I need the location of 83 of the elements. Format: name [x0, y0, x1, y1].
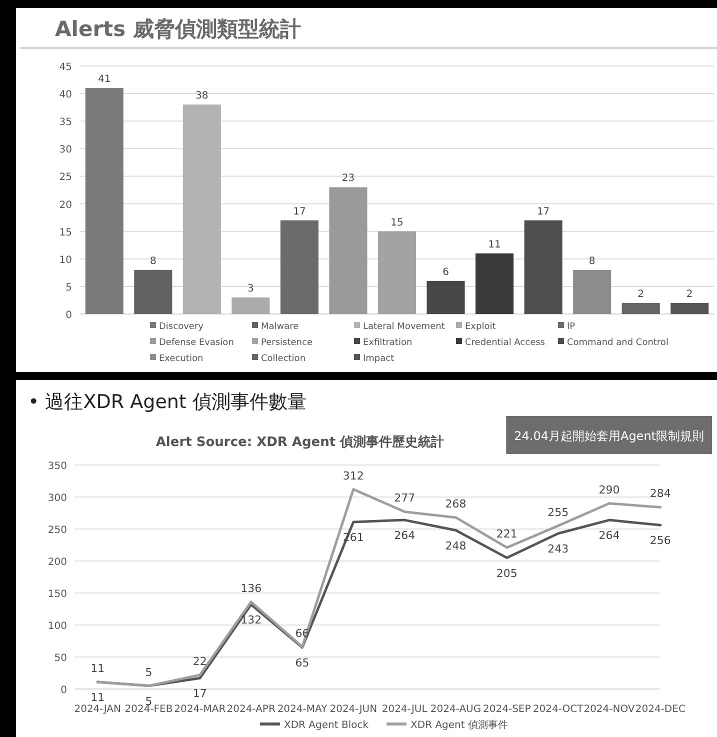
data-label: 264 — [394, 529, 416, 542]
y-tick-label: 40 — [59, 90, 72, 101]
legend-label: Lateral Movement — [363, 322, 446, 332]
data-label: 132 — [240, 614, 262, 627]
data-label: 11 — [90, 690, 105, 704]
legend-label: Malware — [261, 322, 300, 332]
chart-title: Alert Source: XDR Agent 偵測事件歷史統計 — [156, 434, 444, 450]
data-label: 23 — [342, 173, 355, 184]
x-tick-label: 2024-FEB — [124, 704, 173, 715]
data-label: 243 — [548, 542, 569, 556]
data-label: 3 — [248, 283, 254, 294]
x-tick-label: 2024-APR — [226, 704, 276, 715]
data-label: 290 — [598, 483, 620, 496]
x-tick-label: 2024-AUG — [430, 704, 482, 715]
y-tick-label: 100 — [48, 621, 67, 632]
data-label: 277 — [394, 492, 416, 505]
data-label: 264 — [598, 529, 620, 542]
data-label: 248 — [445, 539, 466, 552]
data-label: 256 — [650, 534, 671, 548]
data-label: 6 — [442, 266, 449, 278]
data-label: 268 — [445, 497, 466, 510]
data-label: 22 — [192, 654, 207, 668]
chart-title: Alerts 威脅偵測類型統計 — [55, 17, 301, 41]
data-label: 2 — [686, 288, 693, 300]
data-label: 312 — [342, 469, 364, 482]
y-tick-label: 45 — [59, 62, 72, 73]
x-tick-label: 2024-JUL — [382, 704, 428, 715]
y-tick-label: 25 — [59, 172, 72, 184]
data-label: 284 — [650, 487, 671, 500]
y-tick-label: 5 — [66, 282, 72, 294]
y-tick-label: 150 — [48, 589, 67, 600]
legend-label: Exploit — [465, 322, 496, 332]
text: 24.04月起開始套用Agent限制規則 — [514, 429, 704, 443]
legend-label: Persistence — [261, 338, 313, 348]
legend-label: XDR Agent Block — [284, 720, 369, 731]
data-label: 2 — [638, 288, 644, 300]
y-tick-label: 20 — [59, 200, 72, 211]
y-tick-label: 35 — [59, 117, 72, 128]
data-label: 17 — [192, 687, 207, 700]
legend-label: Command and Control — [567, 338, 668, 348]
legend-label: Execution — [159, 354, 204, 364]
y-tick-label: 0 — [60, 685, 67, 696]
y-tick-label: 15 — [59, 227, 72, 238]
data-label: 17 — [293, 206, 306, 218]
data-label: 255 — [548, 506, 569, 519]
legend-label: Credential Access — [465, 338, 546, 348]
x-tick-label: 2024-DEC — [635, 704, 686, 715]
legend-label: XDR Agent 偵測事件 — [410, 719, 508, 731]
legend-label: Impact — [363, 354, 395, 364]
y-tick-label: 250 — [48, 525, 67, 536]
legend-label: Discovery — [159, 322, 204, 332]
data-label: 15 — [390, 217, 404, 228]
y-tick-label: 50 — [54, 653, 67, 664]
x-tick-label: 2024-NOV — [584, 704, 635, 715]
legend-label: Exfiltration — [363, 338, 412, 348]
x-tick-label: 2024-SEP — [483, 704, 531, 715]
x-tick-label: 2024-MAR — [174, 704, 226, 715]
y-tick-label: 0 — [66, 310, 72, 321]
legend-label: Collection — [261, 354, 306, 364]
data-label: 65 — [295, 656, 310, 670]
y-tick-label: 200 — [48, 557, 67, 568]
data-label: 221 — [496, 528, 518, 541]
x-tick-label: 2024-JUN — [330, 704, 378, 715]
data-label: 5 — [145, 666, 152, 679]
data-label: 41 — [98, 74, 111, 86]
data-label: 205 — [496, 566, 518, 580]
text: • 過往XDR Agent 偵測事件數量 — [28, 391, 306, 413]
y-tick-label: 30 — [59, 144, 72, 156]
data-label: 8 — [588, 256, 596, 267]
x-tick-label: 2024-JAN — [74, 704, 121, 715]
legend-label: IP — [567, 322, 576, 332]
data-label: 38 — [196, 90, 208, 102]
y-tick-label: 300 — [48, 493, 67, 504]
data-label: 17 — [536, 206, 550, 218]
data-label: 8 — [150, 256, 156, 267]
x-tick-label: 2024-OCT — [532, 704, 584, 715]
data-label: 136 — [240, 582, 262, 595]
data-label: 11 — [488, 239, 501, 250]
y-tick-label: 350 — [48, 461, 67, 472]
y-tick-label: 10 — [59, 254, 72, 266]
legend-label: Defense Evasion — [159, 338, 234, 348]
x-tick-label: 2024-MAY — [277, 704, 328, 715]
data-label: 11 — [90, 662, 105, 675]
